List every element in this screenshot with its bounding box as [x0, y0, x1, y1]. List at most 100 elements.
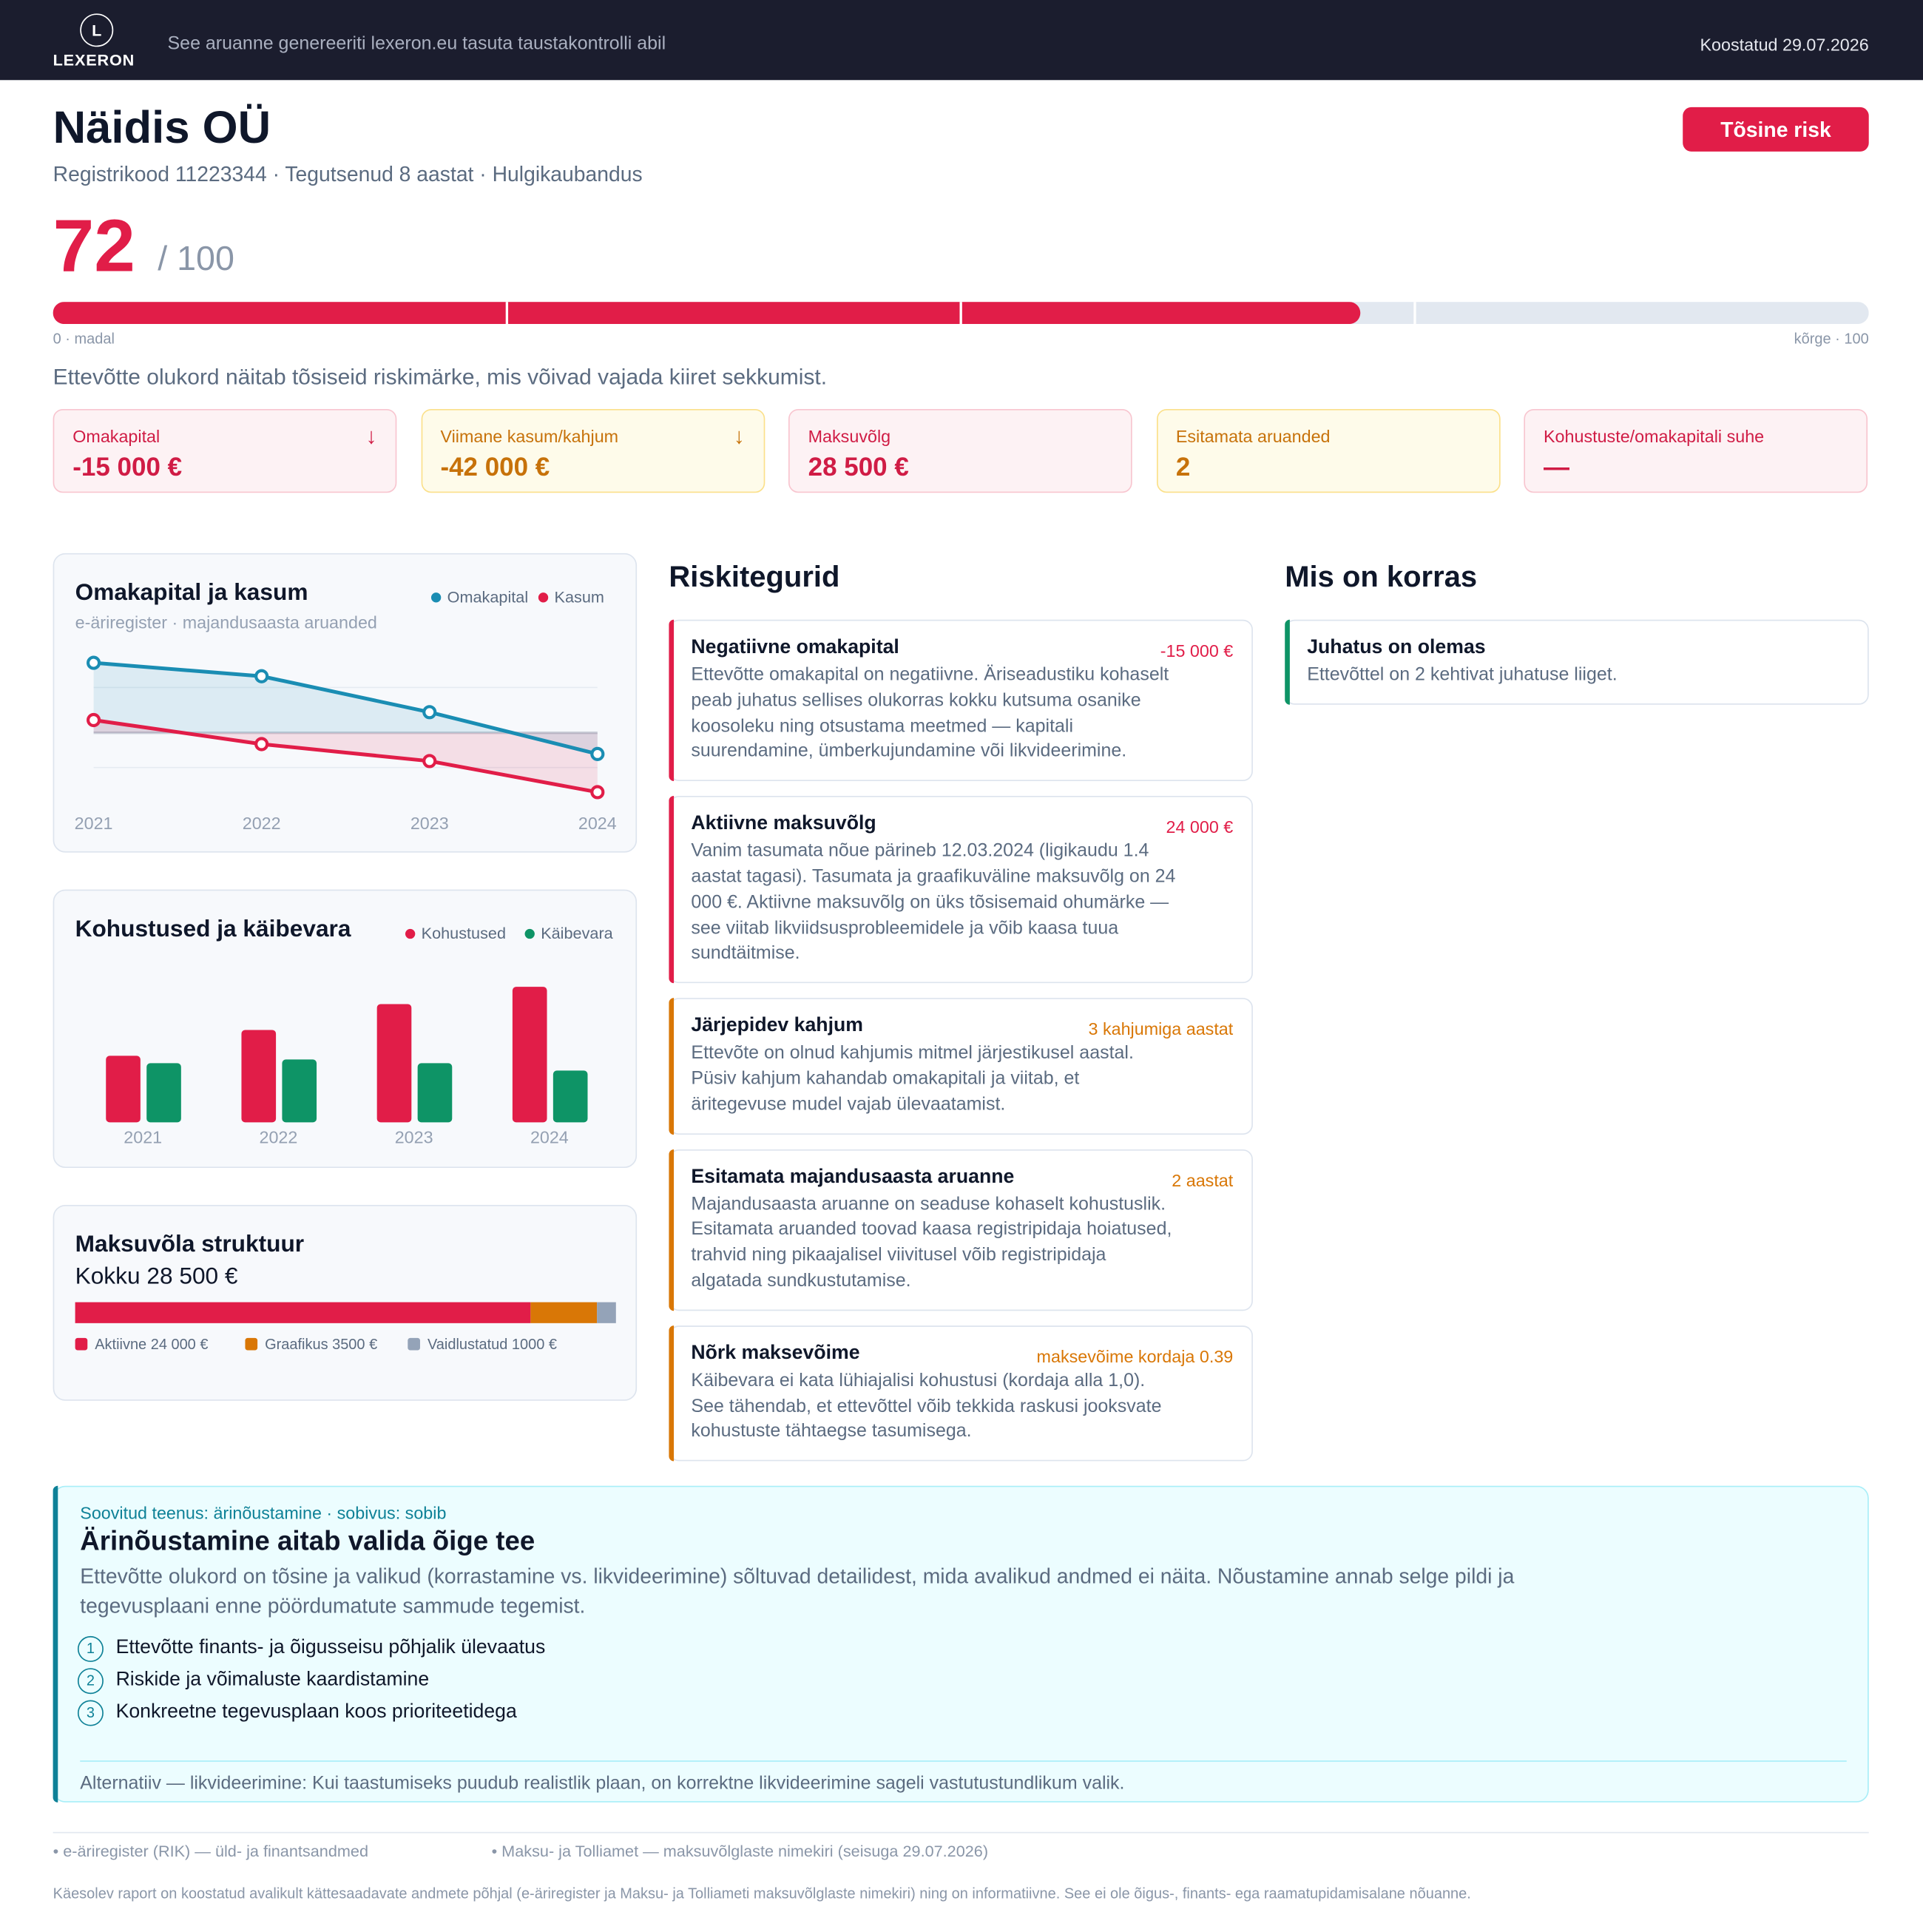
logo-mark: L	[80, 13, 114, 47]
legend-label: Vaidlustatud 1000 €	[427, 1337, 557, 1353]
risk-accent	[669, 998, 675, 1135]
point	[87, 655, 101, 670]
metric-label: Maksuvõlg	[808, 426, 891, 446]
x-tick-label: 2023	[410, 814, 449, 833]
metric-value: 28 500 €	[808, 453, 909, 482]
legend-label: Kasum	[554, 587, 604, 607]
score-divider	[959, 302, 962, 325]
score-divider	[1413, 302, 1416, 325]
step-number: 2	[77, 1668, 104, 1695]
score-bar	[53, 302, 1869, 325]
risk-accent	[669, 1149, 675, 1311]
debt-card: Maksuvõla struktuur Kokku 28 500 € Aktii…	[53, 1204, 638, 1401]
metric-label: Omakapital	[72, 426, 160, 446]
risk-text: Majandusaasta aruanne on seaduse kohasel…	[691, 1193, 1172, 1291]
rec-kicker: Soovitud teenus: ärinõustamine · sobivus…	[80, 1503, 447, 1523]
disclaimer: Käesolev raport on koostatud avalikult k…	[53, 1885, 1471, 1902]
x-tick-label: 2024	[530, 1128, 569, 1147]
chart-title: Omakapital ja kasum	[75, 580, 308, 607]
legend-label: Graafikus 3500 €	[265, 1337, 377, 1353]
risk-tag: maksevõime kordaja 0.39	[1036, 1346, 1234, 1366]
legend-item: Käibevara	[524, 924, 613, 942]
line-chart: 2021 2022 2023 2024	[75, 655, 617, 833]
risk-badge: Tõsine risk	[1683, 107, 1869, 152]
ok-list: Juhatus on olemas Ettevõttel on 2 kehtiva…	[1285, 619, 1869, 705]
point	[422, 705, 437, 720]
risk-item: Järjepidev kahjum 3 kahjumiga aastat Ettev…	[669, 998, 1253, 1135]
point	[254, 669, 269, 683]
score: 72	[53, 204, 135, 288]
metric-card: Viimane kasum/kahjum -42 000 € ↓	[420, 408, 765, 493]
metric-label: Kohustuste/omakapitali suhe	[1543, 426, 1765, 446]
logo-text: LEXERON	[53, 50, 135, 70]
section-title: Mis on korras	[1285, 560, 1478, 594]
metric-card: Kohustuste/omakapitali suhe —	[1524, 408, 1868, 493]
metric-trend: ↓	[733, 423, 745, 449]
legend-label: Kohustused	[421, 924, 507, 943]
risk-title: Aktiivne maksuvõlg	[691, 813, 876, 834]
chart-subtitle: e-äriregister · majandusaasta aruanded	[75, 612, 377, 632]
score-max: / 100	[158, 239, 234, 277]
top-bar: L LEXERON See aruanne genereeriti lexero…	[0, 0, 1923, 81]
debt-segment	[75, 1302, 531, 1323]
scale-max: kõrge · 100	[1794, 330, 1869, 348]
risk-accent	[669, 796, 675, 984]
legend-label: Omakapital	[447, 587, 529, 607]
rec-step: 3 Konkreetne tegevusplaan koos prioriteet…	[77, 1700, 517, 1726]
bar	[282, 1059, 317, 1123]
ok-item: Juhatus on olemas Ettevõttel on 2 kehtiva…	[1285, 619, 1869, 705]
x-tick-label: 2021	[75, 814, 113, 833]
recommendation: Soovitud teenus: ärinõustamine · sobivus…	[53, 1485, 1869, 1803]
metric-value: —	[1543, 453, 1569, 482]
ok-text: Ettevõttel on 2 kehtivat juhatuse liiget…	[1307, 663, 1618, 686]
bar-chart-card: Kohustused ja käibevara Kohustused Käibe…	[53, 889, 638, 1168]
risk-tag: 3 kahjumiga aastat	[1088, 1019, 1234, 1039]
point	[422, 754, 437, 769]
point	[254, 737, 269, 751]
x-tick-label: 2022	[260, 1128, 298, 1147]
company-meta: Registrikood 11223344 · Tegutsenud 8 aas…	[53, 162, 643, 186]
x-tick-label: 2021	[124, 1128, 162, 1147]
legend-item: Kasum	[538, 587, 604, 606]
bar	[376, 1004, 412, 1123]
debt-bar: Aktiivne 24 000 € Graafikus 3500 € Vaidlus…	[75, 1302, 616, 1353]
debt-segment	[530, 1302, 598, 1323]
source: • e-äriregister (RIK) — üld- ja finantsa…	[53, 1842, 368, 1861]
ok-title: Juhatus on olemas	[1307, 637, 1486, 658]
risk-item: Aktiivne maksuvõlg 24 000 € Vanim tasumata…	[669, 796, 1253, 984]
x-tick-label: 2022	[243, 814, 281, 833]
risk-text: Ettevõte on olnud kahjumis mitmel järjes…	[691, 1042, 1134, 1115]
risk-item: Esitamata majandusaasta aruanne 2 aastat M…	[669, 1149, 1253, 1311]
metric-label: Esitamata aruanded	[1175, 426, 1331, 446]
risk-title: Negatiivne omakapital	[691, 637, 899, 658]
risk-text: Vanim tasumata nõue pärineb 12.03.2024 (…	[691, 840, 1176, 965]
risk-tag: -15 000 €	[1160, 641, 1234, 661]
risk-item: Nõrk maksevõime maksevõime kordaja 0.39 Kä…	[669, 1325, 1253, 1462]
bar	[106, 1055, 141, 1123]
risk-item: Negatiivne omakapital -15 000 € Ettevõtte …	[669, 619, 1253, 782]
step-text: Konkreetne tegevusplaan koos prioriteeti…	[115, 1701, 517, 1723]
chart-title: Kohustused ja käibevara	[75, 916, 351, 943]
series-line	[93, 718, 598, 794]
x-tick-label: 2023	[395, 1128, 433, 1147]
risk-title: Järjepidev kahjum	[691, 1015, 863, 1037]
risk-text: Ettevõtte omakapital on negatiivne. Äris…	[691, 663, 1169, 762]
metric-value: -42 000 €	[440, 453, 550, 482]
legend-swatch	[245, 1337, 258, 1351]
risk-title: Nõrk maksevõime	[691, 1342, 860, 1364]
metric-card: Esitamata aruanded 2	[1156, 408, 1500, 493]
risk-accent	[669, 619, 675, 782]
legend-label: Aktiivne 24 000 €	[95, 1337, 208, 1353]
series-line	[93, 661, 598, 756]
bar	[552, 1070, 588, 1123]
metric-value: 2	[1175, 453, 1191, 482]
step-number: 1	[77, 1635, 104, 1662]
bar	[417, 1063, 453, 1123]
risk-title: Esitamata majandusaasta aruanne	[691, 1166, 1015, 1187]
source: • Maksu- ja Tolliamet — maksuvõlglaste n…	[491, 1842, 989, 1861]
ok-accent	[1285, 619, 1290, 705]
score-divider	[505, 302, 509, 325]
